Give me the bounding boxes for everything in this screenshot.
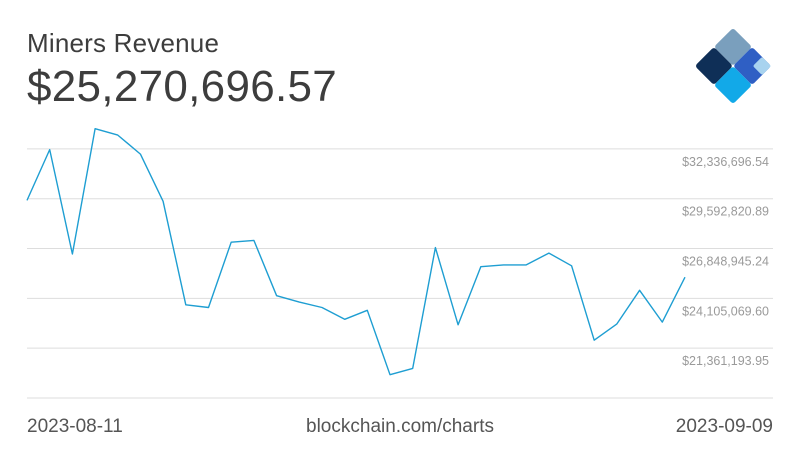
- blockchain-logo-icon: [696, 29, 771, 103]
- y-tick-label: $29,592,820.89: [682, 205, 769, 219]
- current-value: $25,270,696.57: [27, 62, 338, 111]
- grid-lines: [27, 148, 773, 399]
- data-points: [26, 128, 686, 375]
- end-date: 2023-09-09: [675, 416, 773, 437]
- series-line: [26, 127, 686, 376]
- line-chart: $32,336,696.54 $29,592,820.89 $26,848,945.…: [26, 127, 773, 399]
- start-date: 2023-08-11: [27, 416, 123, 437]
- y-tick-label: $21,361,193.95: [682, 354, 769, 368]
- y-tick-label: $32,336,696.54: [682, 155, 769, 169]
- y-tick-label: $26,848,945.24: [682, 255, 769, 269]
- chart-title: Miners Revenue: [27, 28, 220, 58]
- source-link[interactable]: blockchain.com/charts: [306, 416, 494, 437]
- y-axis-ticks: $32,336,696.54 $29,592,820.89 $26,848,945.…: [682, 155, 769, 368]
- y-tick-label: $24,105,069.60: [682, 304, 769, 318]
